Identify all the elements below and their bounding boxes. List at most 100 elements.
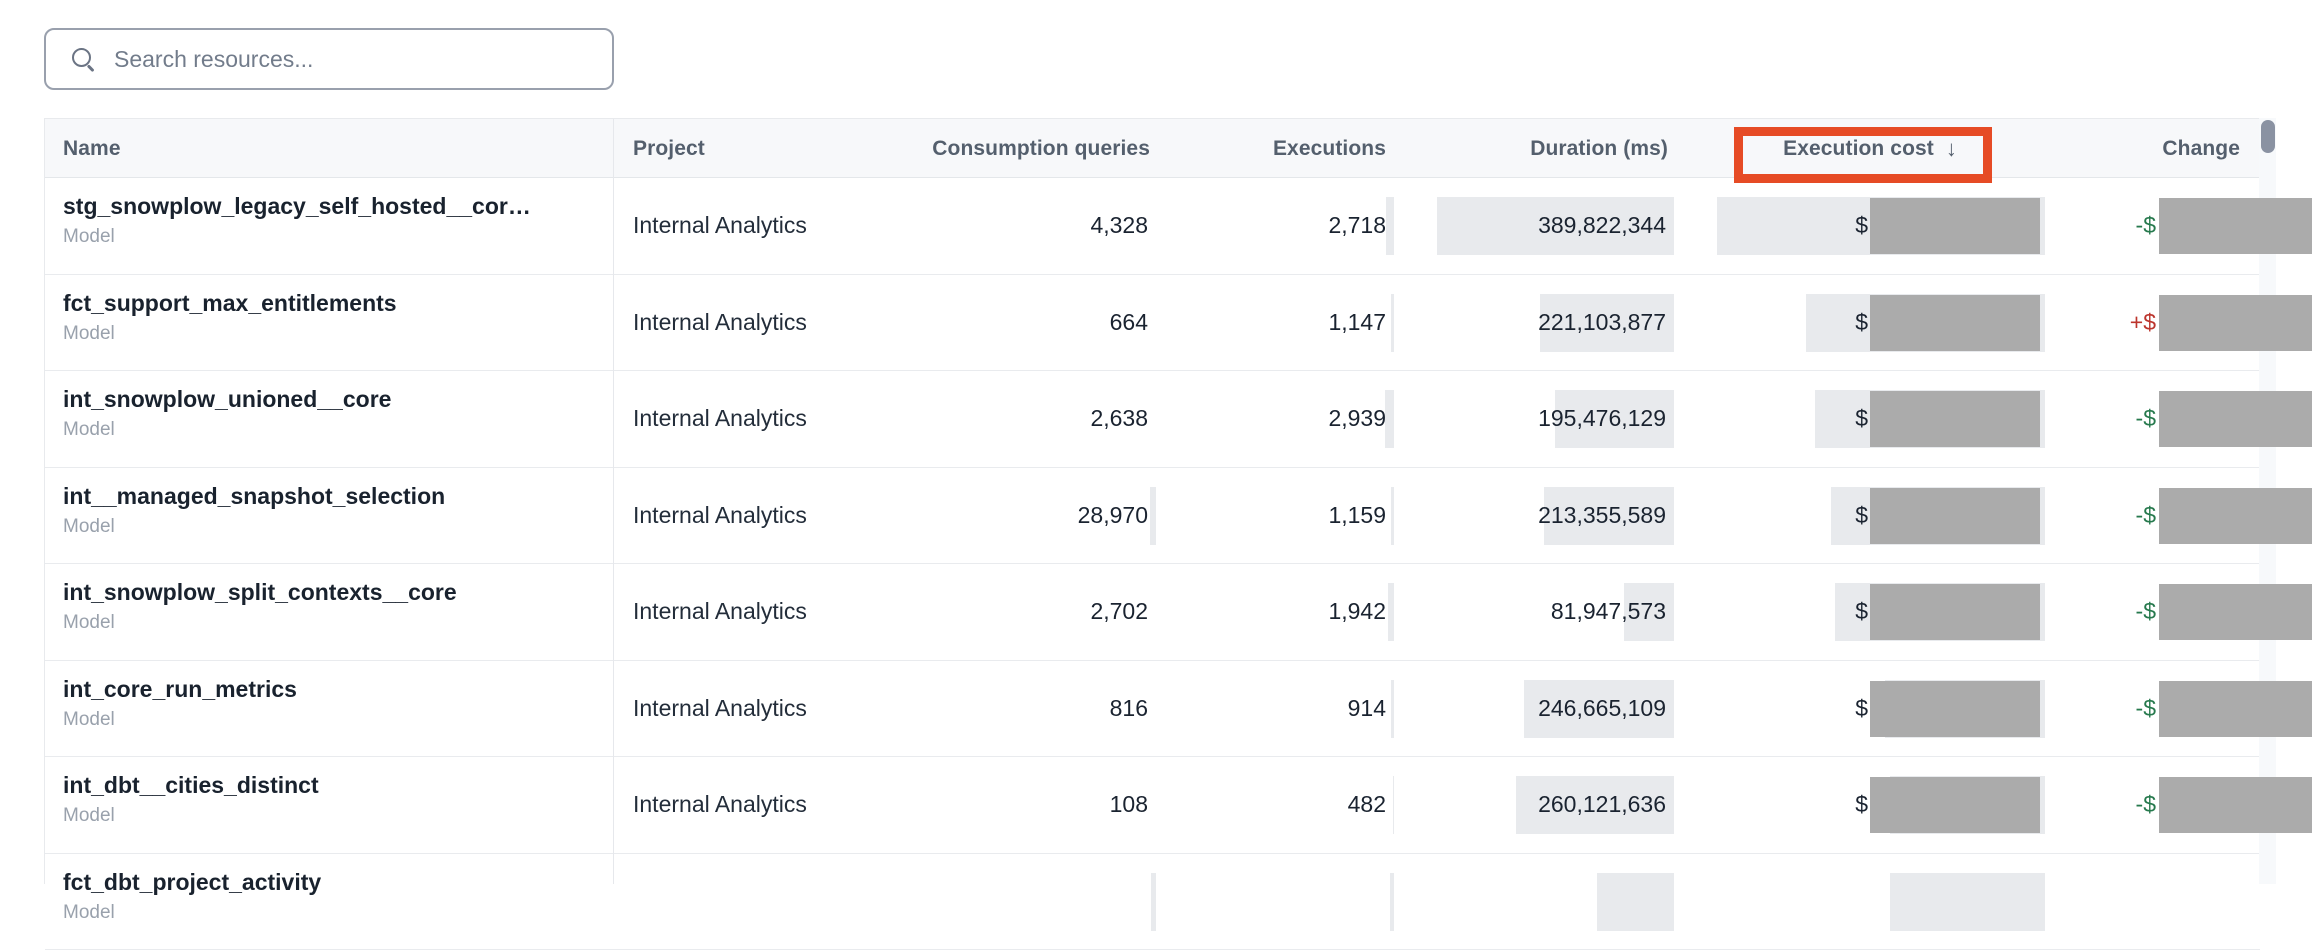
redacted-change-value	[2159, 198, 2312, 254]
project-cell: Internal Analytics	[633, 661, 807, 757]
resource-type: Model	[63, 223, 531, 250]
table-row[interactable]: int_dbt__cities_distinct Model Internal …	[45, 757, 2260, 854]
execution-cost-currency: $	[1855, 661, 1868, 757]
executions-value: 1,147	[1328, 275, 1386, 371]
redacted-cost-value	[1870, 198, 2040, 254]
cost-heat-bar	[1890, 873, 2045, 931]
executions-value: 2,718	[1328, 178, 1386, 274]
executions-heat-bar	[1393, 776, 1394, 834]
executions-heat-bar	[1391, 487, 1394, 545]
table-row[interactable]: int_snowplow_unioned__core Model Interna…	[45, 371, 2260, 468]
consumption-queries-value: 28,970	[1078, 468, 1148, 564]
consumption-queries-value: 4,328	[1090, 178, 1148, 274]
resource-name[interactable]: int_snowplow_split_contexts__core	[63, 577, 457, 607]
resource-name[interactable]: fct_dbt_project_activity	[63, 867, 321, 897]
executions-heat-bar	[1391, 294, 1394, 352]
name-column-divider	[613, 119, 614, 884]
redacted-change-value	[2159, 488, 2312, 544]
column-header-executions[interactable]: Executions	[1273, 119, 1386, 178]
resource-name[interactable]: stg_snowplow_legacy_self_hosted__cor…	[63, 191, 531, 221]
duration-value: 195,476,129	[1538, 371, 1666, 467]
project-cell: Internal Analytics	[633, 757, 807, 853]
execution-cost-currency: $	[1855, 564, 1868, 660]
search-box[interactable]	[44, 28, 614, 90]
executions-heat-bar	[1386, 197, 1394, 255]
redacted-cost-value	[1870, 295, 2040, 351]
consumption-queries-value: 816	[1110, 661, 1148, 757]
resource-type: Model	[63, 899, 321, 926]
execution-cost-label: Execution cost	[1783, 137, 1934, 161]
redacted-cost-value	[1870, 777, 2040, 833]
table-row[interactable]: fct_support_max_entitlements Model Inter…	[45, 275, 2260, 372]
executions-heat-bar	[1388, 583, 1394, 641]
resource-name[interactable]: fct_support_max_entitlements	[63, 288, 397, 318]
executions-value: 914	[1348, 661, 1386, 757]
executions-value: 2,939	[1328, 371, 1386, 467]
column-header-consumption-queries[interactable]: Consumption queries	[932, 119, 1150, 178]
resource-type: Model	[63, 320, 397, 347]
change-sign: -$	[2136, 757, 2156, 853]
project-cell: Internal Analytics	[633, 275, 807, 371]
table-row[interactable]: int_snowplow_split_contexts__core Model …	[45, 564, 2260, 661]
executions-heat-bar	[1391, 680, 1394, 738]
execution-cost-currency: $	[1855, 371, 1868, 467]
column-header-change[interactable]: Change	[2162, 119, 2240, 178]
project-cell: Internal Analytics	[633, 178, 807, 274]
redacted-cost-value	[1870, 584, 2040, 640]
project-cell: Internal Analytics	[633, 468, 807, 564]
column-header-project[interactable]: Project	[633, 119, 705, 178]
consumption-heat-bar	[1151, 873, 1156, 931]
resource-name[interactable]: int__managed_snapshot_selection	[63, 481, 445, 511]
column-header-name[interactable]: Name	[63, 119, 121, 178]
search-input[interactable]	[112, 38, 612, 80]
project-cell: Internal Analytics	[633, 564, 807, 660]
executions-value: 482	[1348, 757, 1386, 853]
search-icon	[72, 48, 94, 70]
resource-type: Model	[63, 706, 297, 733]
duration-value: 221,103,877	[1538, 275, 1666, 371]
redacted-change-value	[2159, 681, 2312, 737]
change-sign: +$	[2130, 275, 2156, 371]
redacted-change-value	[2159, 391, 2312, 447]
duration-value: 81,947,573	[1551, 564, 1666, 660]
change-sign: -$	[2136, 564, 2156, 660]
consumption-queries-value: 664	[1110, 275, 1148, 371]
redacted-cost-value	[1870, 391, 2040, 447]
table-row[interactable]: int_core_run_metrics Model Internal Anal…	[45, 661, 2260, 758]
execution-cost-currency: $	[1855, 757, 1868, 853]
resource-name[interactable]: int_snowplow_unioned__core	[63, 384, 391, 414]
execution-cost-currency: $	[1855, 468, 1868, 564]
table-row[interactable]: int__managed_snapshot_selection Model In…	[45, 468, 2260, 565]
executions-value: 1,159	[1328, 468, 1386, 564]
duration-value: 213,355,589	[1538, 468, 1666, 564]
change-sign: -$	[2136, 371, 2156, 467]
resource-type: Model	[63, 513, 445, 540]
consumption-queries-value: 2,702	[1090, 564, 1148, 660]
consumption-queries-value: 108	[1110, 757, 1148, 853]
column-header-execution-cost[interactable]: Execution cost ↓	[1783, 119, 1957, 178]
table-row-partial[interactable]: fct_dbt_project_activity Model	[45, 854, 2260, 950]
resource-name[interactable]: int_core_run_metrics	[63, 674, 297, 704]
execution-cost-currency: $	[1855, 178, 1868, 274]
change-sign: -$	[2136, 468, 2156, 564]
resource-type: Model	[63, 609, 457, 636]
duration-heat-bar	[1597, 873, 1674, 931]
redacted-change-value	[2159, 584, 2312, 640]
sort-descending-icon: ↓	[1946, 136, 1957, 162]
redacted-cost-value	[1870, 488, 2040, 544]
change-sign: -$	[2136, 661, 2156, 757]
resource-name[interactable]: int_dbt__cities_distinct	[63, 770, 319, 800]
duration-value: 260,121,636	[1538, 757, 1666, 853]
project-cell: Internal Analytics	[633, 371, 807, 467]
table-row[interactable]: stg_snowplow_legacy_self_hosted__cor… Mo…	[45, 178, 2260, 275]
executions-heat-bar	[1390, 873, 1394, 931]
executions-heat-bar	[1385, 390, 1394, 448]
column-header-duration[interactable]: Duration (ms)	[1530, 119, 1668, 178]
resource-type: Model	[63, 416, 391, 443]
consumption-heat-bar	[1150, 487, 1156, 545]
change-sign: -$	[2136, 178, 2156, 274]
duration-value: 389,822,344	[1538, 178, 1666, 274]
redacted-change-value	[2159, 295, 2312, 351]
vertical-scrollbar-thumb[interactable]	[2261, 120, 2275, 153]
redacted-change-value	[2159, 777, 2312, 833]
